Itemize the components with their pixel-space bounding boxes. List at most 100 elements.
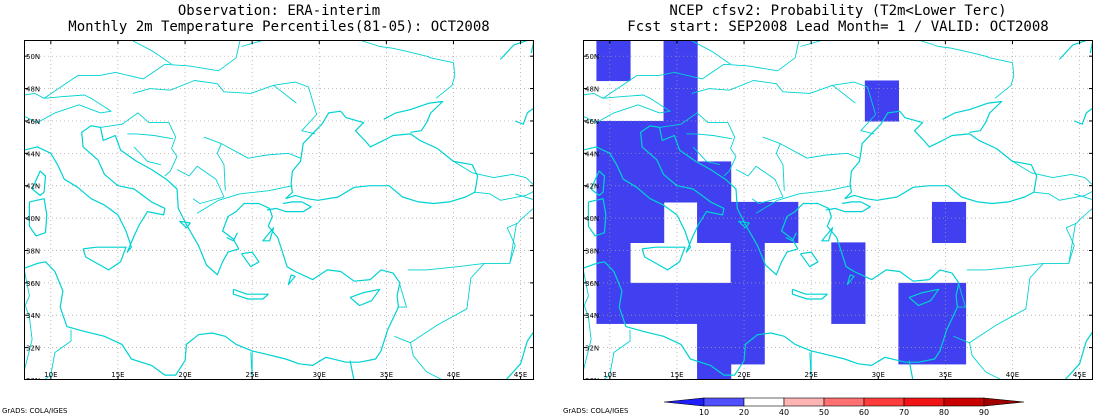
country-border	[507, 193, 534, 229]
lon-tick-label: 45E	[1073, 371, 1086, 379]
country-border	[127, 133, 174, 140]
coastline	[587, 198, 607, 237]
coastline	[24, 125, 401, 376]
lon-tick-label: 40E	[447, 371, 460, 379]
country-border	[957, 284, 966, 308]
colorbar-segment	[903, 397, 945, 407]
country-border	[241, 40, 456, 99]
coastline	[583, 125, 960, 376]
country-border	[394, 263, 485, 344]
coastline	[1064, 331, 1093, 380]
colorbar-segment	[743, 397, 785, 407]
lat-tick-label: 34N	[26, 312, 40, 320]
coastline	[844, 110, 1038, 205]
coastline	[942, 100, 1003, 133]
coastline	[287, 274, 296, 286]
coastlines	[24, 40, 534, 380]
lat-tick-label: 42N	[26, 183, 40, 191]
borders	[583, 40, 1093, 380]
lat-tick-label: 48N	[26, 86, 40, 94]
left-title-line2: Monthly 2m Temperature Percentiles(81-05…	[68, 19, 490, 35]
gridlines	[24, 40, 534, 380]
country-border	[506, 227, 516, 264]
colorbar-label: 50	[819, 408, 829, 417]
colorbar-label: 10	[699, 408, 709, 417]
lat-tick-label: 32N	[585, 345, 599, 353]
right-map-title: NCEP cfsv2: Probability (T2m<Lower Terc)…	[583, 3, 1093, 35]
coastline	[28, 198, 48, 237]
lat-tick-label: 48N	[585, 86, 599, 94]
country-border	[176, 165, 225, 204]
colorbar-label: 60	[859, 408, 869, 417]
country-border	[966, 222, 1077, 271]
probability-cell	[697, 363, 732, 380]
country-border	[24, 104, 101, 124]
country-border	[398, 284, 407, 308]
coastline	[349, 288, 381, 307]
coastline	[738, 220, 750, 229]
coastline	[82, 246, 127, 271]
probability-cell	[697, 323, 765, 365]
coastline	[383, 100, 444, 133]
borders	[24, 40, 534, 380]
country-border	[692, 146, 721, 166]
lon-tick-label: 15E	[670, 371, 683, 379]
lon-tick-label: 25E	[245, 371, 258, 379]
lon-tick-label: 45E	[514, 371, 527, 379]
probability-cell	[663, 120, 698, 203]
coastline	[825, 201, 871, 213]
coastlines	[583, 40, 1093, 380]
map-frame	[24, 40, 534, 380]
coastline	[1058, 40, 1088, 60]
probability-cell	[697, 282, 765, 324]
lat-tick-label: 30N	[585, 377, 599, 380]
country-border	[43, 40, 241, 99]
country-border	[410, 342, 444, 380]
colorbar-segment	[663, 397, 705, 407]
country-border	[800, 40, 1015, 99]
lat-tick-label: 40N	[585, 215, 599, 223]
coastline	[590, 170, 606, 196]
country-border	[969, 342, 1003, 380]
probability-cell	[663, 40, 698, 122]
coastline	[821, 227, 834, 242]
colorbar-segment	[943, 397, 985, 407]
probability-cell	[629, 201, 665, 243]
probability-cell	[596, 282, 698, 324]
lon-tick-label: 40E	[1006, 371, 1019, 379]
colorbar-label: 70	[899, 408, 909, 417]
coastline	[499, 40, 529, 60]
lon-tick-label: 35E	[380, 371, 393, 379]
country-border	[24, 268, 33, 373]
country-border	[133, 146, 162, 166]
colorbar-label: 20	[739, 408, 749, 417]
coastline	[31, 170, 47, 196]
right-title-line2: Fcst start: SEP2008 Lead Month= 1 / VALI…	[627, 19, 1049, 35]
country-border	[832, 81, 877, 135]
probability-cell	[596, 242, 631, 284]
lat-tick-label: 32N	[26, 345, 40, 353]
coastline	[785, 232, 797, 242]
country-border	[407, 222, 518, 271]
lon-tick-label: 15E	[111, 371, 124, 379]
country-border	[132, 80, 297, 104]
lat-tick-label: 46N	[26, 118, 40, 126]
country-border	[24, 92, 45, 99]
coastline	[240, 251, 260, 268]
country-border	[1066, 193, 1093, 229]
country-border	[196, 185, 293, 214]
map-frame	[583, 40, 1093, 380]
country-border	[583, 92, 604, 99]
lon-tick-label: 10E	[44, 371, 57, 379]
observation-map: 10E 15E 20E 25E 30E 35E 40E 45E 30N 32N 34N 36N 38N 4…	[24, 40, 534, 380]
lon-tick-label: 25E	[804, 371, 817, 379]
probability-colorbar: 10 20 40 50 60 70 80 90	[663, 397, 1025, 417]
country-border	[583, 268, 592, 373]
coastline	[285, 110, 479, 205]
left-map-title: Observation: ERA-interim Monthly 2m Temp…	[24, 3, 534, 35]
probability-cell	[931, 201, 967, 243]
coastline	[262, 227, 275, 242]
right-footer-credit: GrADS: COLA/IGES	[563, 407, 629, 415]
lat-tick-label: 50N	[26, 53, 40, 61]
colorbar-label: 90	[979, 408, 989, 417]
